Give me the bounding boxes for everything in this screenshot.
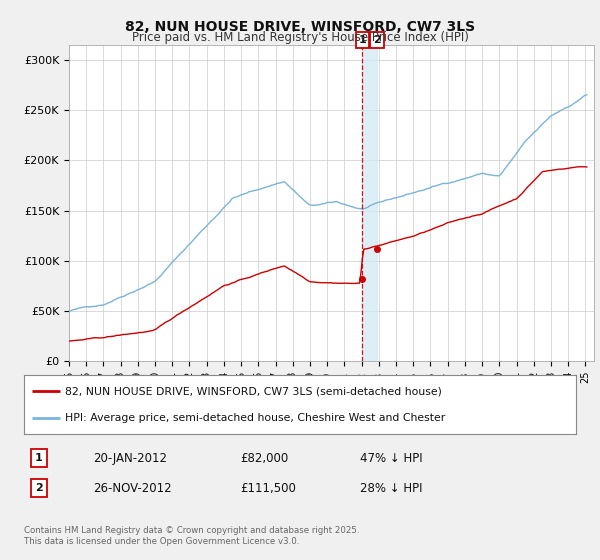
Text: 2: 2 bbox=[35, 483, 43, 493]
Text: 1: 1 bbox=[35, 453, 43, 463]
Text: 82, NUN HOUSE DRIVE, WINSFORD, CW7 3LS (semi-detached house): 82, NUN HOUSE DRIVE, WINSFORD, CW7 3LS (… bbox=[65, 386, 442, 396]
Text: Contains HM Land Registry data © Crown copyright and database right 2025.
This d: Contains HM Land Registry data © Crown c… bbox=[24, 526, 359, 546]
Text: Price paid vs. HM Land Registry's House Price Index (HPI): Price paid vs. HM Land Registry's House … bbox=[131, 31, 469, 44]
Text: £111,500: £111,500 bbox=[240, 482, 296, 495]
Text: HPI: Average price, semi-detached house, Cheshire West and Chester: HPI: Average price, semi-detached house,… bbox=[65, 413, 446, 423]
Text: 2: 2 bbox=[373, 35, 381, 45]
Text: £82,000: £82,000 bbox=[240, 451, 288, 465]
Text: 82, NUN HOUSE DRIVE, WINSFORD, CW7 3LS: 82, NUN HOUSE DRIVE, WINSFORD, CW7 3LS bbox=[125, 20, 475, 34]
Text: 1: 1 bbox=[359, 35, 367, 45]
Text: 28% ↓ HPI: 28% ↓ HPI bbox=[360, 482, 422, 495]
Text: 47% ↓ HPI: 47% ↓ HPI bbox=[360, 451, 422, 465]
Text: 26-NOV-2012: 26-NOV-2012 bbox=[93, 482, 172, 495]
Bar bbox=[362, 45, 377, 361]
Text: 20-JAN-2012: 20-JAN-2012 bbox=[93, 451, 167, 465]
